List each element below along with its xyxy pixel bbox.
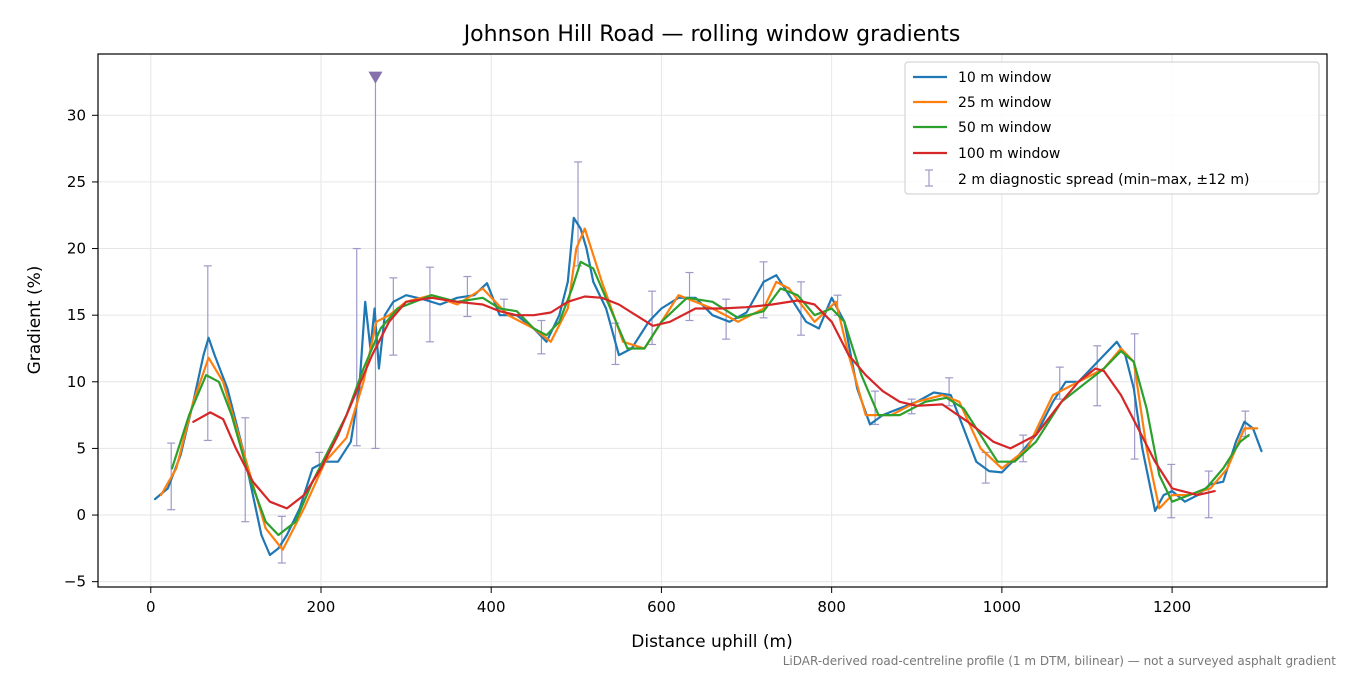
error-bar xyxy=(574,161,583,267)
error-bar xyxy=(352,247,361,447)
x-tick-label: 400 xyxy=(477,598,506,616)
clipped-marker-group xyxy=(368,71,383,84)
legend-label-50m: 50 m window xyxy=(958,120,1051,136)
y-tick-label: −5 xyxy=(64,573,86,591)
error-bars xyxy=(167,76,1250,564)
y-axis-ticks: −5 0 5 10 15 20 25 30 xyxy=(64,106,98,591)
legend-swatch-error-bar xyxy=(925,169,933,187)
error-bar xyxy=(907,398,916,415)
y-tick-label: 15 xyxy=(67,306,86,324)
error-bar xyxy=(241,417,250,523)
plot-frame xyxy=(97,53,1328,588)
error-bar xyxy=(722,298,731,340)
x-axis-ticks: 0 200 400 600 800 1000 1200 xyxy=(146,587,1191,616)
chart-title: Johnson Hill Road — rolling window gradi… xyxy=(462,22,961,47)
error-bar xyxy=(797,281,806,336)
grid xyxy=(98,54,1327,587)
series-line xyxy=(192,295,1216,510)
x-tick-label: 0 xyxy=(146,598,156,616)
y-tick-label: 5 xyxy=(76,439,86,457)
error-bar xyxy=(1093,345,1102,407)
footnote: LiDAR-derived road-centreline profile (1… xyxy=(783,654,1337,668)
x-tick-label: 800 xyxy=(817,598,846,616)
x-axis-label: Distance uphill (m) xyxy=(631,632,792,652)
legend-label-25m: 25 m window xyxy=(958,95,1051,111)
legend-label-100m: 100 m window xyxy=(958,146,1060,162)
error-bar xyxy=(945,377,954,407)
x-tick-label: 1000 xyxy=(983,598,1021,616)
y-tick-label: 20 xyxy=(67,240,86,258)
x-tick-label: 600 xyxy=(647,598,676,616)
y-axis-label: Gradient (%) xyxy=(25,266,45,375)
error-bar xyxy=(425,266,434,343)
legend-box xyxy=(904,61,1320,195)
error-bar xyxy=(1204,470,1213,519)
legend-label-error-bars: 2 m diagnostic spread (min–max, ±12 m) xyxy=(958,172,1249,188)
y-tick-label: 10 xyxy=(67,373,86,391)
x-tick-label: 1200 xyxy=(1153,598,1191,616)
legend: 10 m window 25 m window 50 m window 100 … xyxy=(904,61,1320,195)
legend-label-10m: 10 m window xyxy=(958,70,1051,86)
clipped-marker-triangle xyxy=(368,71,383,84)
x-tick-label: 200 xyxy=(307,598,336,616)
series-lines xyxy=(153,216,1263,557)
y-tick-label: 25 xyxy=(67,173,86,191)
error-bar xyxy=(277,515,286,564)
y-tick-label: 30 xyxy=(67,106,86,124)
error-bar xyxy=(203,265,212,442)
y-tick-label: 0 xyxy=(76,506,86,524)
